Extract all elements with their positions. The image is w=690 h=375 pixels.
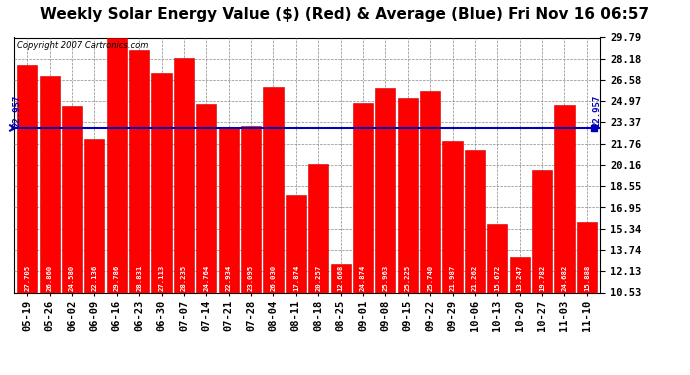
Text: 28.831: 28.831	[136, 264, 142, 291]
Bar	[510, 256, 530, 375]
Text: 22.957: 22.957	[593, 94, 602, 127]
Bar	[39, 76, 60, 375]
Bar	[17, 65, 37, 375]
Text: 21.262: 21.262	[472, 264, 478, 291]
Bar	[264, 87, 284, 375]
Bar	[308, 164, 328, 375]
Text: 15.672: 15.672	[494, 264, 500, 291]
Bar	[577, 222, 597, 375]
Text: 17.874: 17.874	[293, 264, 299, 291]
Text: 22.934: 22.934	[226, 264, 232, 291]
Bar	[286, 195, 306, 375]
Text: 24.682: 24.682	[562, 264, 567, 291]
Text: 13.247: 13.247	[517, 264, 523, 291]
Text: 26.030: 26.030	[270, 264, 277, 291]
Text: 26.860: 26.860	[47, 264, 52, 291]
Bar	[331, 264, 351, 375]
Bar	[554, 105, 575, 375]
Text: 28.235: 28.235	[181, 264, 187, 291]
Text: Weekly Solar Energy Value ($) (Red) & Average (Blue) Fri Nov 16 06:57: Weekly Solar Energy Value ($) (Red) & Av…	[41, 8, 649, 22]
Text: 22.136: 22.136	[91, 264, 97, 291]
Bar	[107, 38, 127, 375]
Text: 27.113: 27.113	[159, 264, 164, 291]
Text: 23.095: 23.095	[248, 264, 254, 291]
Text: 12.668: 12.668	[337, 264, 344, 291]
Bar	[241, 126, 261, 375]
Text: 24.874: 24.874	[360, 264, 366, 291]
Text: 25.740: 25.740	[427, 264, 433, 291]
Text: 21.987: 21.987	[450, 264, 455, 291]
Text: 24.580: 24.580	[69, 264, 75, 291]
Text: 19.782: 19.782	[539, 264, 545, 291]
Text: 27.705: 27.705	[24, 264, 30, 291]
Text: Copyright 2007 Cartronics.com: Copyright 2007 Cartronics.com	[17, 41, 148, 50]
Bar	[465, 150, 485, 375]
Bar	[174, 58, 194, 375]
Bar	[62, 106, 82, 375]
Text: 22.957: 22.957	[12, 94, 21, 127]
Bar	[129, 50, 149, 375]
Bar	[84, 139, 104, 375]
Bar	[420, 91, 440, 375]
Bar	[219, 128, 239, 375]
Text: 25.963: 25.963	[382, 264, 388, 291]
Text: 25.225: 25.225	[405, 264, 411, 291]
Bar	[532, 170, 552, 375]
Bar	[353, 103, 373, 375]
Bar	[196, 104, 217, 375]
Bar	[442, 141, 462, 375]
Bar	[375, 88, 395, 375]
Text: 15.888: 15.888	[584, 264, 590, 291]
Bar	[487, 224, 507, 375]
Text: 24.764: 24.764	[204, 264, 209, 291]
Bar	[397, 98, 418, 375]
Text: 20.257: 20.257	[315, 264, 322, 291]
Bar	[152, 73, 172, 375]
Text: 29.786: 29.786	[114, 264, 120, 291]
